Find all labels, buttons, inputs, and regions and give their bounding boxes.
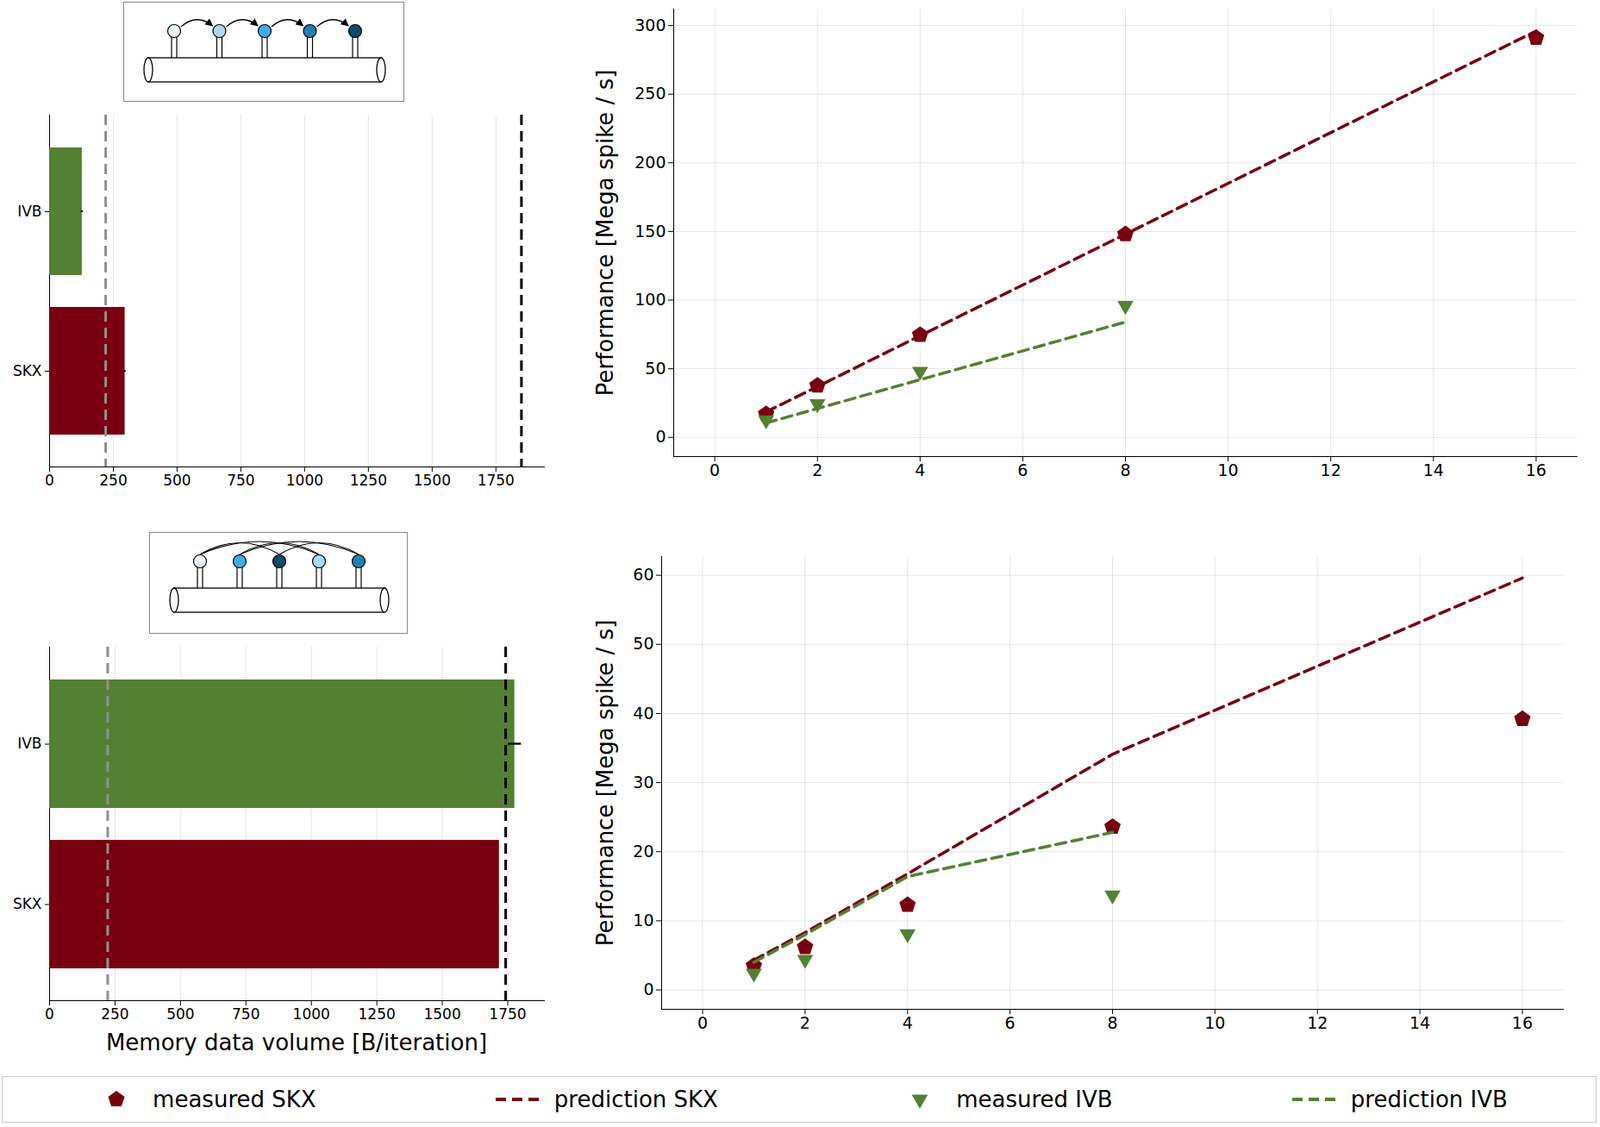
svg-text:0: 0 <box>643 979 654 999</box>
html-text:measured IVB: measured IVB <box>956 1086 1113 1113</box>
svg-text:60: 60 <box>632 564 654 584</box>
svg-text:50: 50 <box>644 358 666 378</box>
svg-text:1750: 1750 <box>477 471 515 489</box>
svg-text:100: 100 <box>634 289 666 309</box>
svg-text:150: 150 <box>634 220 666 240</box>
svg-text:14: 14 <box>1423 460 1444 480</box>
svg-text:500: 500 <box>162 471 191 489</box>
svg-text:0: 0 <box>697 1012 708 1032</box>
html-text:Performance [Mega spike / s]: Performance [Mega spike / s] <box>592 69 619 396</box>
svg-text:30: 30 <box>632 772 654 792</box>
svg-text:SKX: SKX <box>12 362 43 380</box>
svg-text:16: 16 <box>1512 1012 1533 1032</box>
svg-text:1750: 1750 <box>488 1005 526 1023</box>
svg-text:IVB: IVB <box>17 202 42 220</box>
svg-text:250: 250 <box>634 83 666 103</box>
svg-text:0: 0 <box>655 426 666 446</box>
svg-text:1000: 1000 <box>286 471 324 489</box>
svg-text:0: 0 <box>44 471 55 489</box>
svg-text:10: 10 <box>632 910 654 930</box>
html-text:Memory data volume [B/iteratio: Memory data volume [B/iteration] <box>105 1029 488 1056</box>
svg-text:1250: 1250 <box>350 471 388 489</box>
svg-text:20: 20 <box>632 841 654 861</box>
svg-text:6: 6 <box>1017 460 1028 480</box>
svg-text:1500: 1500 <box>413 471 451 489</box>
svg-text:2: 2 <box>812 460 823 480</box>
svg-text:750: 750 <box>226 471 255 489</box>
svg-text:1000: 1000 <box>293 1005 331 1023</box>
svg-text:1500: 1500 <box>423 1005 461 1023</box>
svg-text:12: 12 <box>1320 460 1342 480</box>
html-text:prediction IVB: prediction IVB <box>1350 1086 1508 1113</box>
svg-text:6: 6 <box>1005 1012 1016 1032</box>
svg-text:10: 10 <box>1204 1012 1225 1032</box>
svg-text:8: 8 <box>1106 1012 1118 1032</box>
svg-text:IVB: IVB <box>17 734 42 752</box>
svg-text:250: 250 <box>100 1005 129 1023</box>
svg-text:750: 750 <box>231 1005 260 1023</box>
svg-text:4: 4 <box>902 1012 913 1032</box>
svg-text:12: 12 <box>1306 1012 1328 1032</box>
svg-text:2: 2 <box>800 1012 811 1032</box>
svg-text:14: 14 <box>1409 1012 1431 1032</box>
svg-text:300: 300 <box>634 15 666 35</box>
html-text:Performance [Mega spike / s]: Performance [Mega spike / s] <box>592 619 619 946</box>
svg-text:40: 40 <box>632 703 654 723</box>
svg-text:SKX: SKX <box>12 894 43 913</box>
svg-text:500: 500 <box>166 1005 194 1023</box>
svg-text:4: 4 <box>914 460 925 480</box>
svg-text:16: 16 <box>1525 460 1547 480</box>
svg-text:0: 0 <box>709 460 720 480</box>
svg-text:1250: 1250 <box>357 1005 395 1023</box>
svg-text:8: 8 <box>1119 460 1131 480</box>
svg-text:250: 250 <box>99 471 127 489</box>
svg-text:0: 0 <box>44 1005 55 1023</box>
svg-text:10: 10 <box>1217 460 1238 480</box>
html-text:measured SKX: measured SKX <box>152 1086 317 1113</box>
svg-text:200: 200 <box>634 152 666 172</box>
html-text:prediction SKX: prediction SKX <box>554 1086 719 1113</box>
svg-text:50: 50 <box>632 633 654 653</box>
